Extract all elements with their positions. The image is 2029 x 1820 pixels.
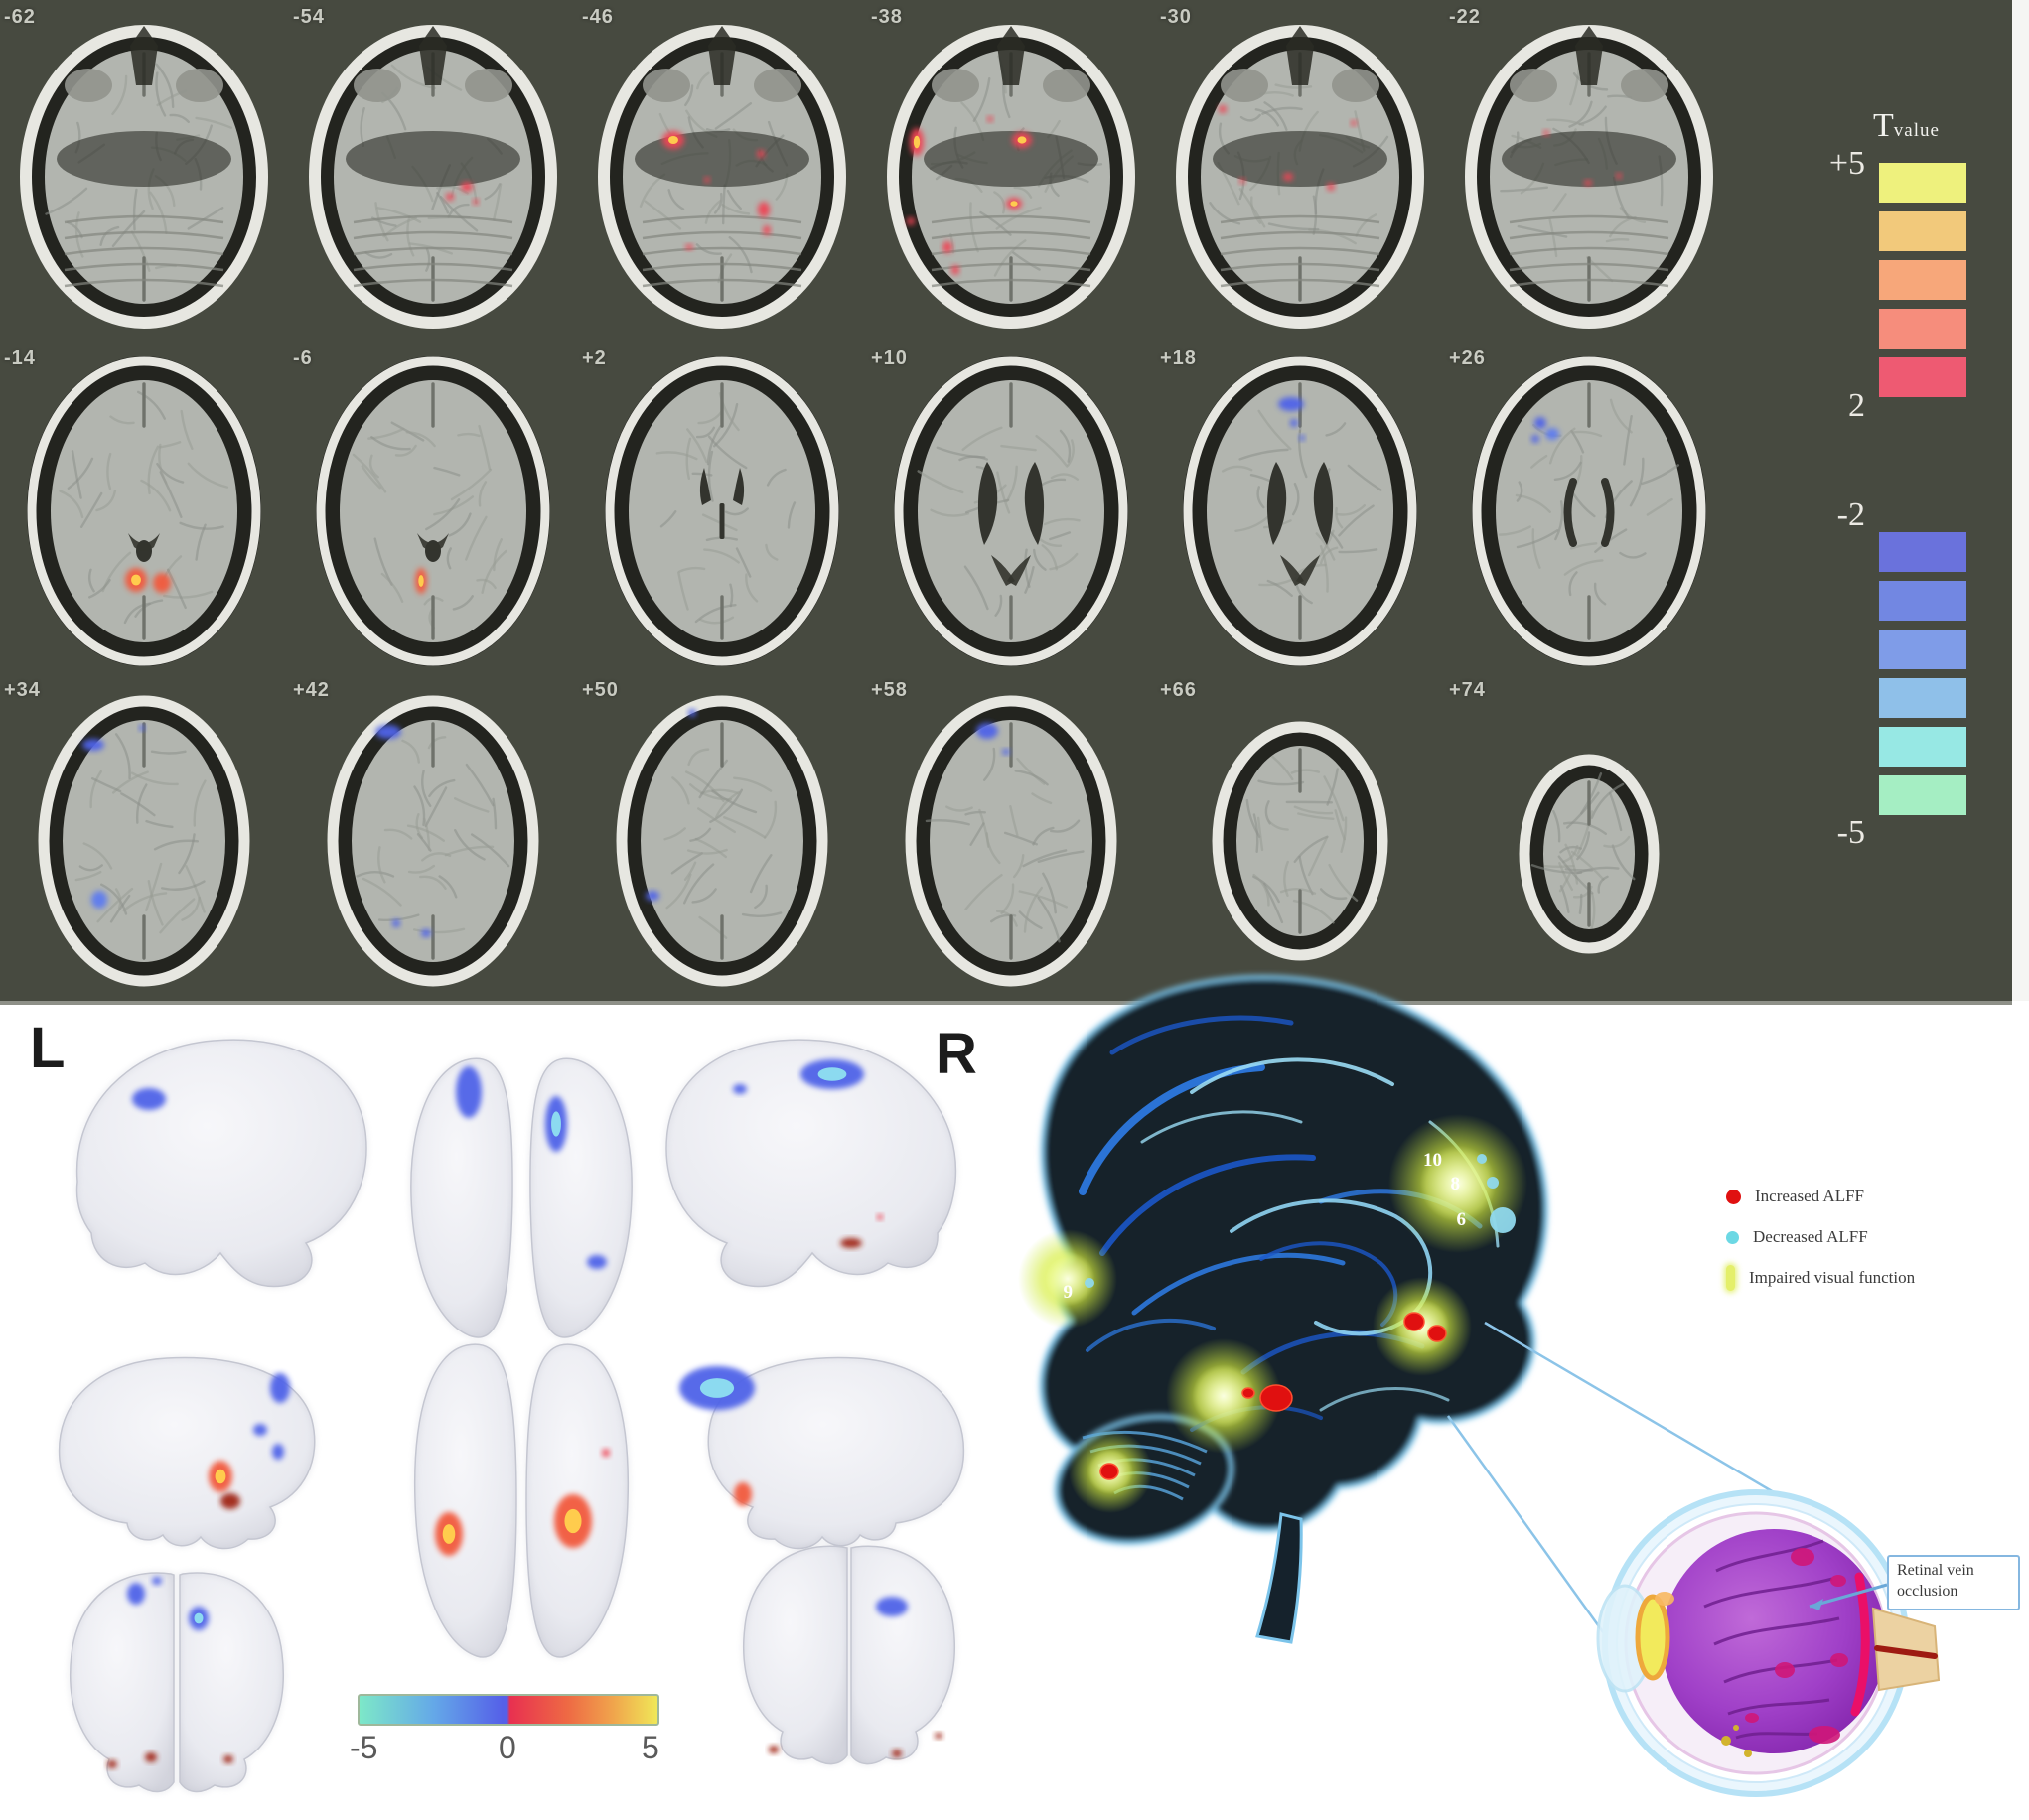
slice-label--6: -6 bbox=[293, 348, 313, 369]
tvalue-cool-swatch-0 bbox=[1879, 532, 1966, 572]
slice-label-+50: +50 bbox=[582, 679, 619, 701]
tvalue-minus2: -2 bbox=[1836, 496, 1865, 533]
cyan-dot-icon bbox=[1726, 1230, 1739, 1244]
tvalue-title-sub: value bbox=[1893, 120, 1940, 141]
tvalue-warm-swatch-0 bbox=[1879, 163, 1966, 203]
slice-label--46: -46 bbox=[582, 6, 614, 28]
axial-slice-+18 bbox=[1183, 356, 1417, 666]
legend-item-1: Decreased ALFF bbox=[1726, 1224, 1868, 1250]
slice-label-+26: +26 bbox=[1449, 348, 1486, 369]
surface-brain-lateral-right bbox=[664, 1038, 957, 1289]
slice-label--14: -14 bbox=[4, 348, 36, 369]
axial-slice-+2 bbox=[605, 356, 839, 666]
axial-slice--14 bbox=[27, 356, 261, 666]
surface-brain-lateral-left bbox=[75, 1038, 368, 1289]
tvalue-2: 2 bbox=[1848, 387, 1865, 424]
tvalue-warm-swatch-3 bbox=[1879, 309, 1966, 349]
slice-label--30: -30 bbox=[1160, 6, 1192, 28]
axial-slice--22 bbox=[1465, 25, 1713, 329]
tvalue-title-main: T bbox=[1873, 107, 1894, 144]
eye-illustration bbox=[1596, 1489, 1941, 1797]
tvalue-title: Tvalue bbox=[1873, 107, 1940, 145]
surface-brain-medial-right bbox=[679, 1356, 965, 1550]
slice-label-+2: +2 bbox=[582, 348, 607, 369]
slice-label--54: -54 bbox=[293, 6, 325, 28]
axial-slice--38 bbox=[887, 25, 1135, 329]
tvalue-cool-swatch-5 bbox=[1879, 775, 1966, 815]
slice-label-+74: +74 bbox=[1449, 679, 1486, 701]
slice-label-+34: +34 bbox=[4, 679, 41, 701]
slice-label--62: -62 bbox=[4, 6, 36, 28]
slice-label--38: -38 bbox=[871, 6, 903, 28]
surface-renders bbox=[58, 1038, 965, 1793]
tvalue-cool-swatch-4 bbox=[1879, 727, 1966, 767]
slice-label-+42: +42 bbox=[293, 679, 330, 701]
tvalue-warm-swatch-2 bbox=[1879, 260, 1966, 300]
axial-slices bbox=[20, 25, 1713, 987]
brain-site-number-6: 6 bbox=[1457, 1209, 1467, 1230]
brain-site-number-9: 9 bbox=[1064, 1282, 1074, 1303]
tvalue-warm-swatch-4 bbox=[1879, 357, 1966, 397]
tvalue-plus5: +5 bbox=[1828, 145, 1865, 182]
surface-colorbar-max: 5 bbox=[642, 1730, 659, 1765]
axial-slice--46 bbox=[598, 25, 846, 329]
rvo-label-line2: occlusion bbox=[1897, 1583, 1958, 1600]
axial-slice-+34 bbox=[38, 695, 250, 987]
axial-slice-+50 bbox=[616, 695, 828, 987]
brain-site-number-10: 10 bbox=[1423, 1150, 1442, 1171]
surface-colorbar-min: -5 bbox=[350, 1730, 378, 1765]
axial-slice--30 bbox=[1176, 25, 1424, 329]
slice-label-+10: +10 bbox=[871, 348, 908, 369]
surface-colorbar bbox=[358, 1694, 659, 1726]
slice-label-+66: +66 bbox=[1160, 679, 1197, 701]
surface-brain-medial-left bbox=[58, 1356, 317, 1550]
section-divider bbox=[0, 1001, 2012, 1005]
surface-brain-dorsal-pair bbox=[409, 1056, 634, 1339]
red-dot-icon bbox=[1726, 1189, 1741, 1204]
legend-label: Increased ALFF bbox=[1755, 1187, 1865, 1205]
axial-slice-+42 bbox=[327, 695, 539, 987]
axial-slice--62 bbox=[20, 25, 268, 329]
brain-site-number-8: 8 bbox=[1451, 1174, 1461, 1194]
axial-slice--6 bbox=[316, 356, 550, 666]
surface-brain-ventral-pair bbox=[413, 1342, 630, 1659]
slice-label--22: -22 bbox=[1449, 6, 1481, 28]
right-hemisphere-label: R bbox=[936, 1022, 977, 1086]
legend-item-2: Impaired visual function bbox=[1726, 1265, 1915, 1291]
axial-slice--54 bbox=[309, 25, 557, 329]
legend-label: Impaired visual function bbox=[1749, 1268, 1916, 1287]
surface-brain-posterior-pair bbox=[742, 1544, 956, 1765]
montage-right-edge bbox=[2012, 0, 2029, 1001]
legend-label: Decreased ALFF bbox=[1753, 1227, 1868, 1246]
brain-illustration: 10 8 6 9 bbox=[1018, 974, 1797, 1697]
slice-label-+58: +58 bbox=[871, 679, 908, 701]
tvalue-minus5: -5 bbox=[1836, 814, 1865, 851]
surface-brain-anterior-pair bbox=[69, 1571, 285, 1793]
axial-slice-+10 bbox=[894, 356, 1128, 666]
legend-item-0: Increased ALFF bbox=[1726, 1184, 1864, 1209]
axial-slice-+58 bbox=[905, 695, 1117, 987]
yellow-bar-icon bbox=[1726, 1265, 1735, 1291]
surface-colorbar-zero: 0 bbox=[499, 1730, 516, 1765]
axial-slice-+66 bbox=[1212, 721, 1388, 961]
axial-slice-+26 bbox=[1472, 356, 1706, 666]
rvo-label-line1: Retinal vein bbox=[1897, 1562, 1974, 1579]
slice-label-+18: +18 bbox=[1160, 348, 1197, 369]
axial-slice-+74 bbox=[1519, 754, 1660, 954]
tvalue-cool-swatch-2 bbox=[1879, 630, 1966, 669]
tvalue-cool-swatch-3 bbox=[1879, 678, 1966, 718]
left-hemisphere-label: L bbox=[30, 1016, 66, 1080]
tvalue-cool-swatch-1 bbox=[1879, 581, 1966, 621]
retinal-vein-occlusion-label: Retinal vein occlusion bbox=[1887, 1555, 2020, 1610]
tvalue-warm-swatch-1 bbox=[1879, 211, 1966, 251]
tvalue-colorbar: Tvalue +5 2 -2 -5 bbox=[1758, 107, 2012, 862]
